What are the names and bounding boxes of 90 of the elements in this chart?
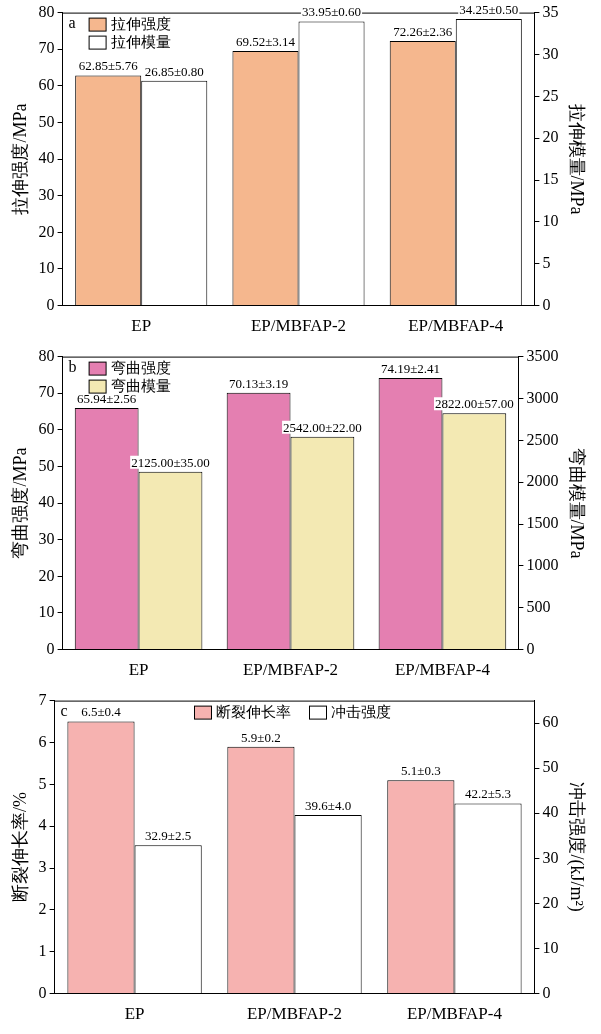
legend-label: 弯曲强度 [110, 359, 171, 376]
data-label: 6.5±0.4 [81, 704, 122, 720]
y-tick-label: 3 [38, 858, 47, 876]
y-tick-label: 50 [38, 112, 55, 130]
y-tick-label: 7 [38, 690, 47, 708]
data-label: 26.85±0.80 [144, 63, 204, 79]
y-tick-label: 0 [46, 295, 55, 313]
x-tick-label: EP/MBFAP-2 [250, 316, 347, 336]
y2-tick-label: 25 [542, 86, 559, 104]
y2-tick-label: 1500 [526, 514, 559, 532]
y-tick-label: 40 [38, 493, 55, 511]
y-tick-label: 20 [38, 566, 55, 584]
x-tick-label: EP/MBFAP-2 [242, 660, 339, 680]
y2-tick-label: 0 [526, 639, 535, 657]
y2-tick-label: 2000 [526, 472, 559, 490]
y-axis-title: 断裂伸长率/% [9, 792, 30, 903]
y2-tick-label: 30 [542, 44, 559, 62]
y2-tick-label: 0 [542, 983, 551, 1001]
y-tick-label: 2 [38, 900, 47, 918]
y-tick-label: 1 [38, 941, 47, 959]
y2-tick-label: 60 [542, 713, 559, 731]
legend-label: 冲击强度 [331, 703, 391, 720]
y-tick-label: 80 [38, 2, 55, 20]
data-label: 2125.00±35.00 [131, 454, 210, 470]
y-tick-label: 50 [38, 456, 55, 474]
x-tick-label: EP/MBFAP-4 [406, 1004, 503, 1024]
y-tick-label: 6 [38, 732, 47, 750]
x-tick-label: EP/MBFAP-2 [246, 1004, 343, 1024]
data-label: 72.26±2.36 [393, 23, 453, 39]
y2-tick-label: 40 [542, 803, 559, 821]
y-tick-label: 10 [38, 603, 55, 621]
y-tick-label: 0 [38, 983, 47, 1001]
y2-tick-label: 10 [542, 212, 559, 230]
legend-label: 断裂伸长率 [216, 703, 291, 720]
y-tick-label: 30 [38, 185, 55, 203]
y-axis-title: 弯曲强度/MPa [9, 447, 30, 559]
y2-tick-label: 0 [542, 295, 551, 313]
y2-axis-title: 拉伸模量/MPa [567, 103, 588, 215]
x-tick-label: EP [131, 316, 152, 336]
legend-label: 拉伸强度 [110, 15, 171, 32]
data-label: 34.25±0.50 [459, 1, 519, 17]
y-tick-label: 0 [46, 639, 55, 657]
data-label: 42.2±5.3 [464, 786, 512, 802]
y2-tick-label: 50 [542, 758, 559, 776]
y2-tick-label: 15 [542, 170, 559, 188]
annotation: b [68, 357, 77, 375]
data-label: 32.9±2.5 [145, 828, 192, 844]
y2-tick-label: 30 [542, 848, 559, 866]
y2-tick-label: 5 [542, 253, 551, 271]
legend-label: 拉伸模量 [110, 33, 171, 50]
y-tick-label: 30 [38, 529, 55, 547]
y-tick-label: 20 [38, 222, 55, 240]
y2-tick-label: 2500 [526, 430, 559, 448]
y-tick-label: 4 [38, 816, 47, 834]
data-label: 33.95±0.60 [301, 4, 362, 20]
data-label: 70.13±3.19 [229, 375, 289, 391]
y2-axis-title: 冲击强度/(kJ/m²) [566, 782, 588, 912]
y2-tick-label: 1000 [526, 556, 559, 574]
data-label: 5.1±0.3 [401, 763, 441, 779]
x-tick-label: EP/MBFAP-4 [394, 660, 491, 680]
data-label: 74.19±2.41 [380, 360, 441, 376]
data-label: 5.9±0.2 [241, 729, 281, 745]
x-tick-label: EP [128, 660, 149, 680]
y-tick-label: 40 [38, 149, 55, 167]
data-label: 39.6±4.0 [305, 798, 352, 814]
data-label: 62.85±5.76 [78, 58, 139, 74]
y2-tick-label: 35 [542, 2, 559, 20]
y-tick-label: 70 [38, 39, 55, 57]
legend-label: 弯曲模量 [110, 377, 171, 394]
y-tick-label: 80 [38, 346, 55, 364]
y2-tick-label: 10 [542, 938, 559, 956]
y2-tick-label: 20 [542, 893, 559, 911]
annotation: a [68, 13, 76, 31]
y2-tick-label: 3500 [526, 346, 559, 364]
x-tick-label: EP [124, 1004, 145, 1024]
y2-tick-label: 3000 [526, 388, 559, 406]
data-label: 2542.00±22.00 [283, 419, 362, 435]
y-axis-title: 拉伸强度/MPa [9, 103, 30, 215]
y2-tick-label: 20 [542, 128, 559, 146]
y-tick-label: 60 [38, 76, 55, 94]
x-tick-label: EP/MBFAP-4 [408, 316, 504, 336]
y-tick-label: 70 [38, 383, 55, 401]
y-tick-label: 5 [38, 774, 47, 792]
annotation: c [60, 701, 68, 719]
data-label: 2822.00±57.00 [435, 396, 514, 412]
y2-tick-label: 500 [526, 597, 551, 615]
y-tick-label: 10 [38, 259, 55, 277]
data-label: 69.52±3.14 [235, 33, 296, 49]
y-tick-label: 60 [38, 420, 55, 438]
y2-axis-title: 弯曲模量/MPa [567, 447, 588, 559]
